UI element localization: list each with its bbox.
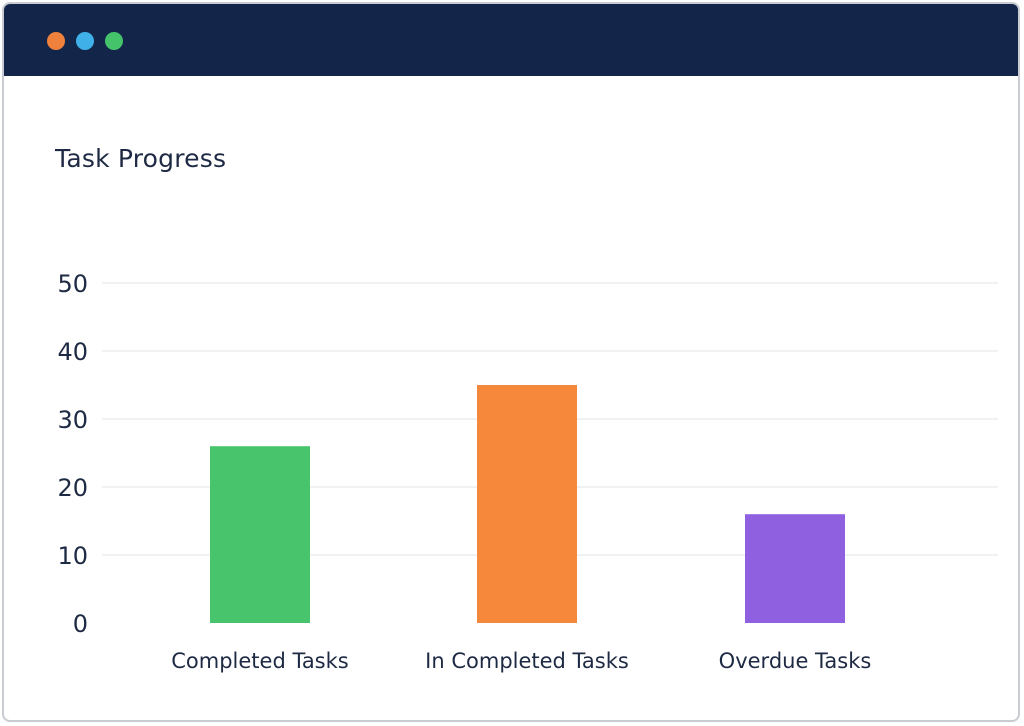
y-tick-label: 0 bbox=[73, 610, 88, 638]
x-category-label: Completed Tasks bbox=[171, 649, 348, 673]
bar-completed-tasks bbox=[210, 446, 310, 623]
bar-in-completed-tasks bbox=[477, 385, 577, 623]
bar-chart: 0 10 20 30 40 50 Completed Tasks In Completed … bbox=[57, 270, 998, 673]
close-dot[interactable] bbox=[47, 32, 65, 50]
maximize-dot[interactable] bbox=[105, 32, 123, 50]
y-tick-label: 20 bbox=[57, 474, 88, 502]
bar-overdue-tasks bbox=[745, 514, 845, 623]
y-tick-label: 10 bbox=[57, 542, 88, 570]
window-titlebar bbox=[4, 4, 1018, 76]
chart-title: Task Progress bbox=[55, 144, 227, 173]
y-tick-label: 50 bbox=[57, 270, 88, 298]
x-category-label: In Completed Tasks bbox=[425, 649, 629, 673]
y-tick-label: 30 bbox=[57, 406, 88, 434]
y-tick-label: 40 bbox=[57, 338, 88, 366]
minimize-dot[interactable] bbox=[76, 32, 94, 50]
x-category-label: Overdue Tasks bbox=[719, 649, 872, 673]
